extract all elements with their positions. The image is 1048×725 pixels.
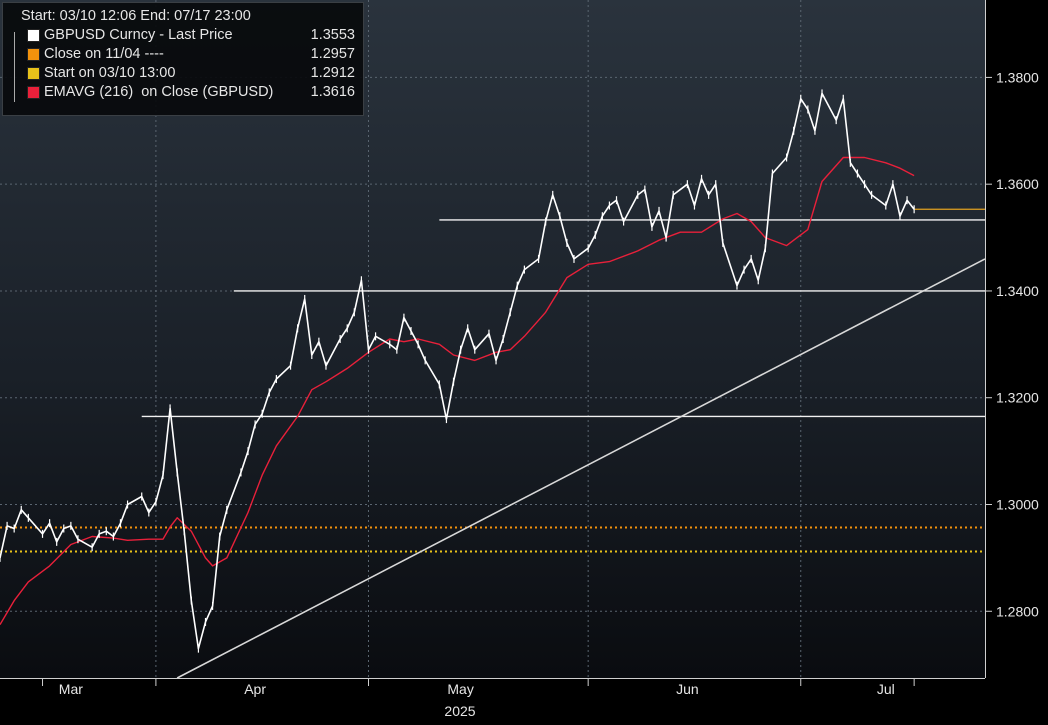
- legend-value: 1.3553: [310, 27, 355, 43]
- legend-value: 1.2957: [310, 46, 355, 62]
- x-tick-label: May: [447, 681, 473, 697]
- legend-swatch: [27, 67, 40, 80]
- legend-item-close: Close on 11/04 ---- 1.2957: [13, 45, 355, 64]
- legend-swatch: [27, 86, 40, 99]
- legend-label: EMAVG (216) on Close (GBPUSD): [44, 84, 274, 100]
- legend-label: Close on 11/04 ----: [44, 46, 164, 62]
- y-tick-label: 1.3600: [996, 176, 1039, 192]
- series-line-emavg: [0, 156, 915, 625]
- x-tick-label: Apr: [244, 681, 266, 697]
- y-tick-label: 1.3200: [996, 390, 1039, 406]
- legend-swatch: [27, 29, 40, 42]
- y-tick-label: 1.3400: [996, 283, 1039, 299]
- x-tick-label: Jun: [676, 681, 699, 697]
- y-tick-label: 1.3800: [996, 69, 1039, 85]
- legend-label: Start on 03/10 13:00: [44, 65, 176, 81]
- legend-label: GBPUSD Curncy - Last Price: [44, 27, 233, 43]
- legend-tree-line: [14, 32, 21, 102]
- trend-line: [176, 258, 986, 679]
- legend-value: 1.2912: [310, 65, 355, 81]
- legend-item-last-price: GBPUSD Curncy - Last Price 1.3553: [13, 26, 355, 45]
- legend: Start: 03/10 12:06 End: 07/17 23:00 GBPU…: [2, 2, 364, 116]
- y-axis-background: [985, 0, 1048, 720]
- x-tick-label: Jul: [877, 681, 895, 697]
- legend-value: 1.3616: [310, 84, 355, 100]
- legend-header: Start: 03/10 12:06 End: 07/17 23:00: [21, 8, 251, 24]
- y-tick-label: 1.3000: [996, 496, 1039, 512]
- legend-item-emavg: EMAVG (216) on Close (GBPUSD) 1.3616: [13, 83, 355, 102]
- y-tick-label: 1.2800: [996, 603, 1039, 619]
- legend-item-start: Start on 03/10 13:00 1.2912: [13, 64, 355, 83]
- legend-swatch: [27, 48, 40, 61]
- x-tick-label: Mar: [59, 681, 83, 697]
- x-axis-background: [0, 678, 985, 720]
- x-year-label: 2025: [444, 703, 475, 719]
